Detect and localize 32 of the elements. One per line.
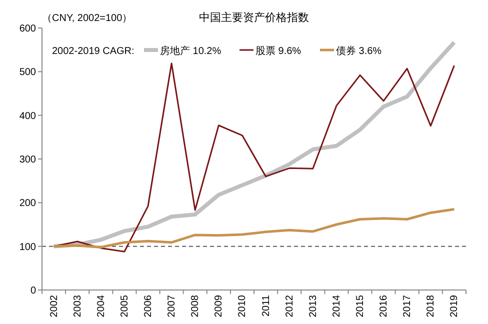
x-tick-label: 2002 bbox=[48, 294, 60, 318]
x-tick-label: 2009 bbox=[214, 294, 225, 318]
x-tick-label: 2014 bbox=[331, 294, 342, 318]
x-tick-label: 2015 bbox=[355, 294, 366, 318]
y-tick-label: 300 bbox=[19, 154, 36, 166]
chart-title: 中国主要资产价格指数 bbox=[199, 11, 309, 24]
y-tick-label: 600 bbox=[19, 24, 36, 34]
x-tick-label: 2005 bbox=[119, 294, 130, 318]
y-tick-label: 400 bbox=[19, 110, 36, 122]
x-tick-label: 2007 bbox=[166, 294, 178, 318]
x-tick-label: 2017 bbox=[402, 294, 414, 318]
x-tick-label: 2013 bbox=[308, 294, 319, 318]
legend-label: 债券 3.6% bbox=[336, 45, 382, 57]
legend-title: 2002-2019 CAGR: bbox=[52, 46, 134, 57]
x-tick-label: 2010 bbox=[237, 294, 248, 318]
x-tick-label: 2019 bbox=[449, 294, 460, 318]
x-tick-label: 2006 bbox=[143, 294, 154, 318]
x-tick-label: 2012 bbox=[284, 294, 296, 318]
line-series bbox=[52, 208, 456, 248]
y-tick-label: 500 bbox=[19, 67, 36, 78]
x-tick-label: 2004 bbox=[96, 294, 107, 318]
x-tick-label: 2016 bbox=[378, 294, 390, 318]
x-tick-label: 2018 bbox=[426, 294, 437, 318]
text: （CNY, 2002=100） bbox=[42, 13, 132, 24]
x-tick-label: 2011 bbox=[260, 294, 272, 317]
y-tick-label: 100 bbox=[19, 242, 36, 253]
legend-label: 房地产 10.2% bbox=[160, 45, 222, 57]
legend-label: 股票 9.6% bbox=[256, 46, 302, 57]
y-tick-label: 0 bbox=[30, 286, 36, 296]
y-tick-label: 200 bbox=[19, 198, 36, 210]
x-tick-label: 2008 bbox=[190, 294, 202, 318]
x-tick-label: 2003 bbox=[72, 294, 84, 318]
